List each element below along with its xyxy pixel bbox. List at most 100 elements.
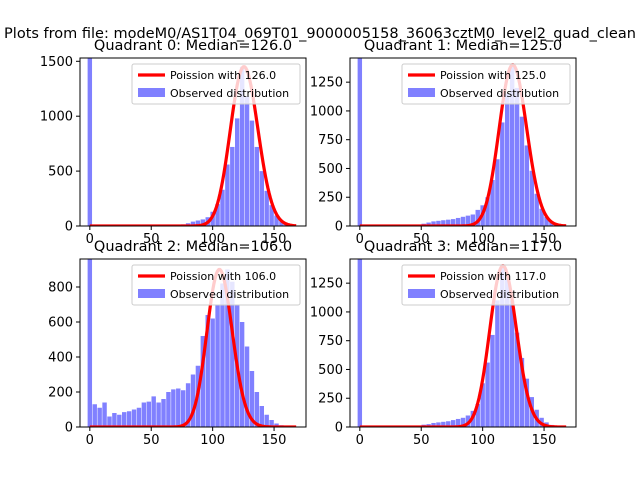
x-tick-label: 0 bbox=[86, 232, 94, 247]
histogram-bar bbox=[441, 421, 446, 427]
histogram-bar bbox=[490, 334, 495, 427]
histogram-bar-zero-spike bbox=[357, 259, 363, 427]
histogram-bar bbox=[136, 407, 142, 427]
y-tick-label: 0 bbox=[65, 220, 73, 235]
histogram-bar bbox=[460, 417, 466, 427]
histogram-bar bbox=[244, 96, 250, 226]
y-tick-label: 0 bbox=[335, 421, 343, 436]
plot-area bbox=[87, 259, 297, 427]
y-tick-label: 0 bbox=[65, 421, 73, 436]
subplot-title: Quadrant 2: Median=106.0 bbox=[94, 239, 292, 255]
histogram-bar bbox=[230, 281, 235, 427]
legend-label-observed: Observed distribution bbox=[440, 288, 559, 301]
x-tick-label: 50 bbox=[143, 232, 160, 247]
plot-area bbox=[357, 259, 567, 427]
x-tick-label: 150 bbox=[262, 433, 287, 448]
histogram-bar bbox=[475, 209, 480, 226]
y-tick-label: 1250 bbox=[310, 277, 343, 292]
histogram-bar bbox=[460, 216, 466, 226]
x-tick-label: 50 bbox=[413, 433, 430, 448]
histogram-bar-zero-spike bbox=[87, 259, 93, 427]
histogram-bar bbox=[151, 396, 156, 427]
histogram-bar bbox=[480, 383, 485, 427]
histogram-bar bbox=[446, 421, 451, 427]
histogram-bar bbox=[190, 221, 196, 226]
y-tick-label: 400 bbox=[48, 351, 73, 366]
y-tick-label: 1000 bbox=[310, 305, 343, 320]
histogram-bar bbox=[220, 189, 225, 226]
y-tick-label: 600 bbox=[48, 316, 73, 331]
histogram-bar bbox=[485, 362, 490, 427]
histogram-bar bbox=[436, 220, 441, 226]
x-tick-label: 0 bbox=[356, 232, 364, 247]
legend-label-observed: Observed distribution bbox=[170, 87, 289, 100]
legend-label-poisson: Poission with 126.0 bbox=[170, 69, 276, 82]
x-tick-label: 100 bbox=[200, 232, 225, 247]
histogram-bar bbox=[215, 204, 220, 226]
subplot-title: Quadrant 3: Median=117.0 bbox=[364, 239, 562, 255]
y-tick-label: 500 bbox=[318, 363, 343, 378]
histogram-bar bbox=[465, 215, 471, 226]
histogram-bar bbox=[225, 164, 230, 226]
histogram-bar bbox=[141, 402, 147, 427]
histogram-bar bbox=[470, 214, 476, 226]
histogram-bar bbox=[254, 392, 260, 427]
histogram-bar bbox=[446, 219, 451, 226]
histogram-bar bbox=[495, 159, 500, 226]
histogram-bar bbox=[180, 390, 186, 427]
y-tick-label: 750 bbox=[318, 334, 343, 349]
histogram-bar bbox=[205, 315, 210, 427]
histogram-bar bbox=[254, 146, 260, 226]
y-tick-label: 500 bbox=[318, 162, 343, 177]
legend-label-observed: Observed distribution bbox=[170, 288, 289, 301]
legend-label-observed: Observed distribution bbox=[440, 87, 559, 100]
legend-label-poisson: Poission with 106.0 bbox=[170, 270, 276, 283]
histogram-bar bbox=[274, 423, 279, 427]
legend-box bbox=[401, 264, 571, 306]
histogram-bar bbox=[146, 401, 151, 427]
histogram-bar bbox=[225, 269, 230, 427]
histogram-bar bbox=[190, 374, 196, 427]
histogram-bar bbox=[539, 208, 544, 226]
histogram-bar bbox=[195, 220, 201, 226]
y-tick-label: 0 bbox=[335, 220, 343, 235]
histogram-bar bbox=[279, 221, 284, 226]
poisson-curve bbox=[89, 267, 297, 427]
y-tick-label: 1250 bbox=[310, 76, 343, 91]
histogram-bar bbox=[436, 422, 441, 427]
legend-patch-swatch bbox=[408, 88, 435, 97]
histogram-bar-zero-spike bbox=[357, 58, 363, 226]
histogram-bar bbox=[264, 414, 269, 427]
histogram-bar bbox=[269, 205, 274, 226]
x-tick-label: 100 bbox=[470, 433, 495, 448]
histogram-bar bbox=[519, 116, 525, 226]
x-tick-label: 0 bbox=[356, 433, 364, 448]
histogram-bar bbox=[490, 179, 495, 226]
x-tick-label: 150 bbox=[532, 433, 557, 448]
legend-box bbox=[401, 63, 571, 105]
legend: Poission with 106.0 Observed distribution bbox=[131, 264, 301, 306]
histogram-bar bbox=[249, 120, 255, 226]
histogram-bar bbox=[210, 318, 215, 427]
histogram-bar bbox=[92, 404, 97, 427]
y-tick-label: 500 bbox=[48, 165, 73, 180]
histogram-bar bbox=[514, 87, 520, 226]
histogram-bar bbox=[107, 416, 112, 427]
subplot-title: Quadrant 1: Median=125.0 bbox=[364, 38, 562, 54]
y-tick-label: 800 bbox=[48, 281, 73, 296]
histogram-bar bbox=[450, 420, 456, 427]
histogram-bar bbox=[235, 118, 240, 226]
legend: Poission with 125.0 Observed distribution bbox=[401, 63, 571, 105]
histogram-bar bbox=[455, 217, 461, 226]
histogram-bar bbox=[514, 332, 520, 427]
histogram-bar bbox=[505, 93, 510, 226]
x-tick-label: 50 bbox=[413, 232, 430, 247]
histogram-bar bbox=[166, 392, 171, 427]
legend-patch-swatch bbox=[408, 289, 435, 298]
poisson-curve bbox=[359, 264, 567, 427]
histogram-bar bbox=[126, 411, 132, 427]
legend-box bbox=[131, 264, 301, 306]
histogram-bar bbox=[544, 216, 549, 226]
x-tick-label: 100 bbox=[200, 433, 225, 448]
